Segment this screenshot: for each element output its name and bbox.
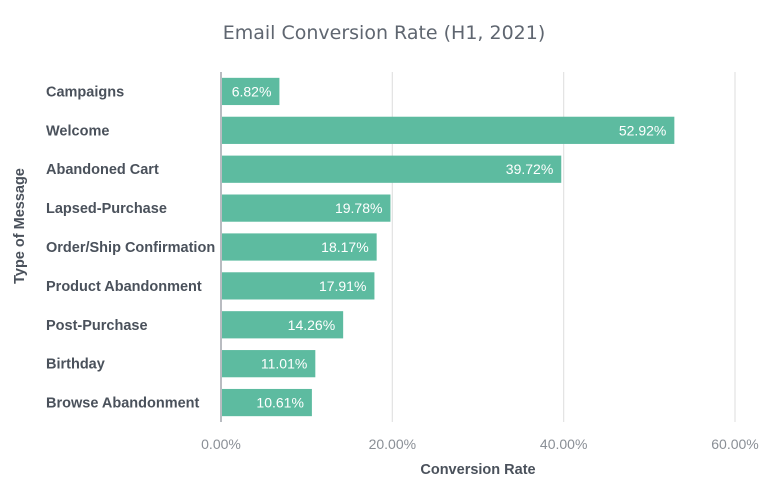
- bar: [221, 388, 312, 417]
- x-tick-labels: 0.00% 20.00% 40.00% 60.00%: [201, 436, 759, 452]
- bars: 6.82% 52.92% 39.72% 19.78% 18.17% 17.91% 14.26…: [221, 77, 675, 417]
- category-labels: Campaigns Welcome Abandoned Cart Lapsed-Pur…: [46, 84, 215, 411]
- bar: [221, 350, 316, 378]
- bar-value-label: 19.78%: [335, 200, 382, 216]
- x-tick-label: 0.00%: [201, 436, 241, 452]
- bar-value-label: 10.61%: [256, 395, 303, 411]
- bar: [221, 194, 391, 222]
- x-tick-label: 60.00%: [711, 436, 758, 452]
- category-label: Campaigns: [46, 84, 124, 100]
- bar-value-label: 6.82%: [232, 83, 272, 99]
- bar-value-label: 17.91%: [319, 278, 366, 294]
- category-label: Lapsed-Purchase: [46, 201, 167, 217]
- category-label: Abandoned Cart: [46, 162, 159, 178]
- bar: [221, 311, 344, 339]
- x-tick-label: 20.00%: [369, 436, 416, 452]
- bar-value-label: 39.72%: [506, 161, 553, 177]
- bar-value-label: 11.01%: [261, 356, 307, 372]
- y-axis-title: Type of Message: [12, 168, 28, 284]
- bar-value-label: 14.26%: [288, 317, 335, 333]
- bar: [221, 77, 280, 106]
- category-label: Post-Purchase: [46, 318, 148, 334]
- bar: [221, 116, 675, 144]
- category-label: Welcome: [46, 123, 109, 139]
- category-label: Birthday: [46, 357, 105, 373]
- bar-value-label: 52.92%: [619, 122, 666, 138]
- bar: [221, 272, 375, 300]
- chart-title: Email Conversion Rate (H1, 2021): [223, 22, 546, 44]
- x-tick-label: 40.00%: [540, 436, 587, 452]
- bar: [221, 155, 562, 183]
- category-label: Order/Ship Confirmation: [46, 240, 215, 256]
- bar-value-label: 18.17%: [321, 239, 368, 255]
- category-label: Browse Abandonment: [46, 396, 200, 412]
- bar: [221, 233, 377, 261]
- x-axis-title: Conversion Rate: [420, 462, 535, 478]
- category-label: Product Abandonment: [46, 279, 202, 295]
